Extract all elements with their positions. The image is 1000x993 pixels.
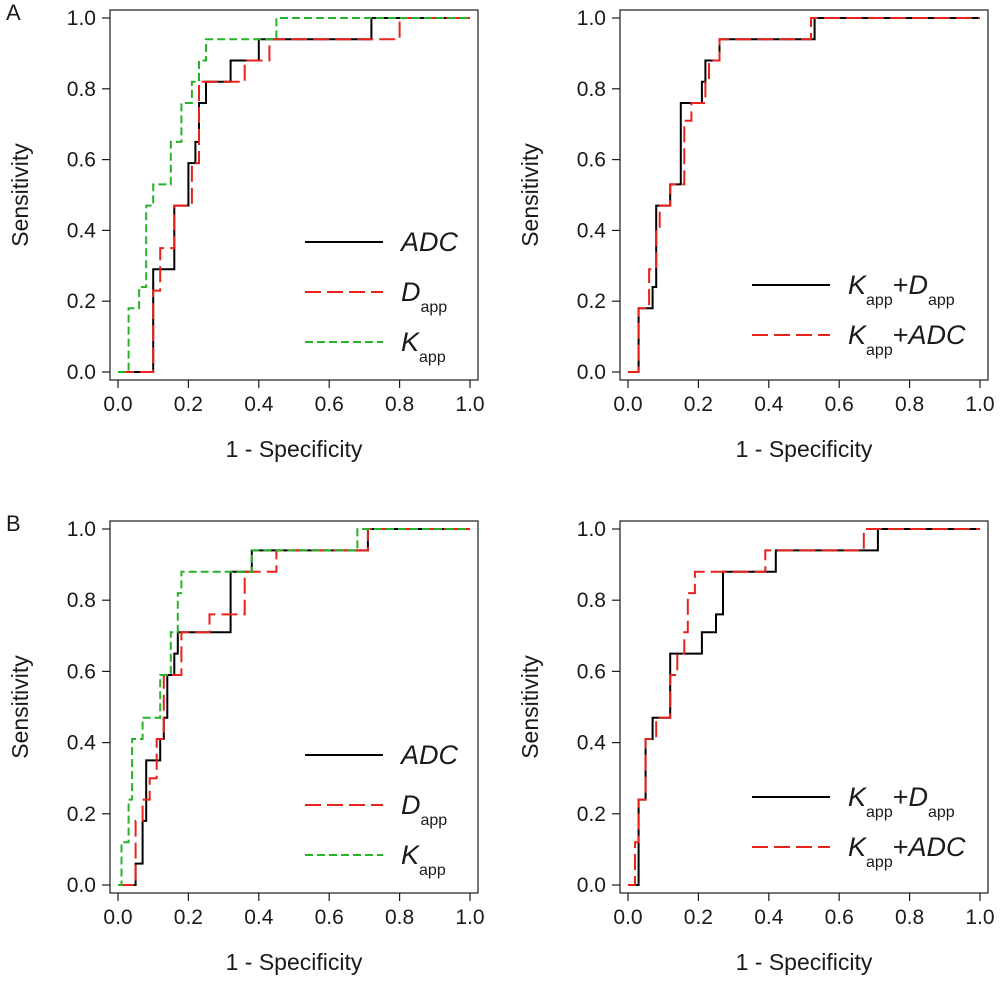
x-axis: 0.0 0.2 0.4 0.6 0.8 1.0 (103, 380, 485, 416)
x-tick-label: 1.0 (965, 906, 994, 929)
y-axis: 0.0 0.2 0.4 0.6 0.8 1.0 (67, 7, 110, 384)
x-axis-label: 1 - Specificity (736, 949, 873, 975)
y-axis-label: Sensitivity (517, 655, 543, 759)
legend-label: ADC (399, 740, 459, 770)
x-axis: 0.0 0.2 0.4 0.6 0.8 1.0 (103, 893, 485, 929)
plot-frame (619, 520, 989, 894)
legend-label: Kapp+ADC (848, 320, 966, 359)
roc-chart-3: 0.0 0.2 0.4 0.6 0.8 1.01 - Specificity0.00.20… (7, 518, 485, 975)
y-tick-label: 0.8 (577, 78, 606, 101)
y-axis-label: Sensitivity (517, 143, 543, 247)
x-tick-label: 0.2 (684, 906, 713, 929)
y-tick-label: 0.0 (577, 874, 606, 897)
y-tick-label: 0.4 (67, 219, 97, 242)
plot-frame (109, 520, 479, 894)
roc-chart-4: 0.0 0.2 0.4 0.6 0.8 1.01 - Specificity0.00.20… (517, 518, 995, 975)
y-axis: 0.0 0.2 0.4 0.6 0.8 1.0 (577, 518, 620, 897)
y-tick-label: 0.4 (577, 732, 607, 755)
y-tick-label: 0.4 (67, 732, 97, 755)
y-tick-label: 0.2 (67, 803, 96, 826)
y-tick-label: 0.0 (577, 361, 606, 384)
y-tick-label: 0.0 (67, 874, 96, 897)
legend-label: Dapp (401, 277, 447, 316)
y-tick-label: 0.8 (67, 589, 96, 612)
y-tick-label: 0.8 (577, 589, 606, 612)
y-tick-label: 1.0 (67, 518, 96, 541)
legend: ADC Dapp Kapp (305, 740, 459, 879)
x-tick-label: 0.8 (385, 906, 414, 929)
legend-label: Kapp+ADC (848, 832, 966, 871)
x-tick-label: 0.0 (613, 393, 642, 416)
legend-label: Kapp (401, 840, 446, 879)
y-tick-label: 0.2 (577, 803, 606, 826)
y-tick-label: 0.6 (577, 149, 606, 172)
x-tick-label: 0.8 (895, 906, 924, 929)
panel-label-a: A (6, 0, 21, 25)
legend-label: ADC (399, 227, 459, 257)
series-line-kapp (118, 528, 470, 886)
x-tick-label: 0.6 (825, 906, 854, 929)
series-line-kapp-adc (628, 528, 980, 886)
x-axis: 0.0 0.2 0.4 0.6 0.8 1.0 (613, 893, 995, 929)
series-line-kapp-dapp (628, 17, 980, 373)
series-line-kapp-adc (628, 17, 980, 373)
legend-label: Kapp+Dapp (848, 270, 955, 309)
legend-label: Dapp (401, 790, 447, 829)
y-axis: 0.0 0.2 0.4 0.6 0.8 1.0 (577, 7, 620, 384)
series-line-dapp (118, 17, 470, 373)
x-axis-label: 1 - Specificity (226, 949, 363, 975)
y-axis-label: Sensitivity (7, 655, 33, 759)
x-axis-label: 1 - Specificity (226, 436, 363, 462)
series-line-adc (118, 17, 470, 373)
y-tick-label: 0.6 (67, 149, 96, 172)
x-tick-label: 0.8 (895, 393, 924, 416)
legend: Kapp+Dapp Kapp+ADC (752, 270, 966, 359)
y-axis: 0.0 0.2 0.4 0.6 0.8 1.0 (67, 518, 110, 897)
x-tick-label: 0.0 (103, 393, 132, 416)
x-tick-label: 0.0 (613, 906, 642, 929)
y-tick-label: 1.0 (577, 518, 606, 541)
panel-label-b: B (6, 511, 21, 536)
y-tick-label: 0.2 (67, 290, 96, 313)
y-tick-label: 1.0 (577, 7, 606, 30)
x-tick-label: 0.4 (244, 393, 274, 416)
x-tick-label: 0.2 (684, 393, 713, 416)
x-tick-label: 1.0 (455, 393, 484, 416)
y-axis-label: Sensitivity (7, 143, 33, 247)
x-axis-label: 1 - Specificity (736, 436, 873, 462)
legend: Kapp+Dapp Kapp+ADC (752, 782, 966, 871)
y-tick-label: 0.6 (67, 660, 96, 683)
x-tick-label: 1.0 (965, 393, 994, 416)
y-tick-label: 0.6 (577, 660, 606, 683)
series-line-dapp (118, 528, 470, 886)
x-axis: 0.0 0.2 0.4 0.6 0.8 1.0 (613, 380, 995, 416)
legend-label: Kapp+Dapp (848, 782, 955, 821)
roc-chart-2: 0.0 0.2 0.4 0.6 0.8 1.01 - Specificity0.00.20… (517, 7, 995, 462)
y-tick-label: 0.8 (67, 78, 96, 101)
legend: ADC Dapp Kapp (305, 227, 459, 366)
x-tick-label: 0.0 (103, 906, 132, 929)
plot-frame (619, 9, 989, 381)
x-tick-label: 0.8 (385, 393, 414, 416)
y-tick-label: 0.2 (577, 290, 606, 313)
y-tick-label: 1.0 (67, 7, 96, 30)
roc-chart-1: 0.0 0.2 0.4 0.6 0.8 1.01 - Specificity0.00.20… (7, 7, 485, 462)
x-tick-label: 0.2 (174, 906, 203, 929)
legend-label: Kapp (401, 327, 446, 366)
y-tick-label: 0.4 (577, 219, 607, 242)
plot-frame (109, 9, 479, 381)
y-tick-label: 0.0 (67, 361, 96, 384)
series-line-adc (118, 528, 470, 886)
x-tick-label: 0.6 (315, 906, 344, 929)
x-tick-label: 1.0 (455, 906, 484, 929)
x-tick-label: 0.6 (825, 393, 854, 416)
x-tick-label: 0.4 (754, 906, 784, 929)
x-tick-label: 0.4 (244, 906, 274, 929)
x-tick-label: 0.4 (754, 393, 784, 416)
series-line-kapp (118, 17, 470, 373)
x-tick-label: 0.2 (174, 393, 203, 416)
x-tick-label: 0.6 (315, 393, 344, 416)
